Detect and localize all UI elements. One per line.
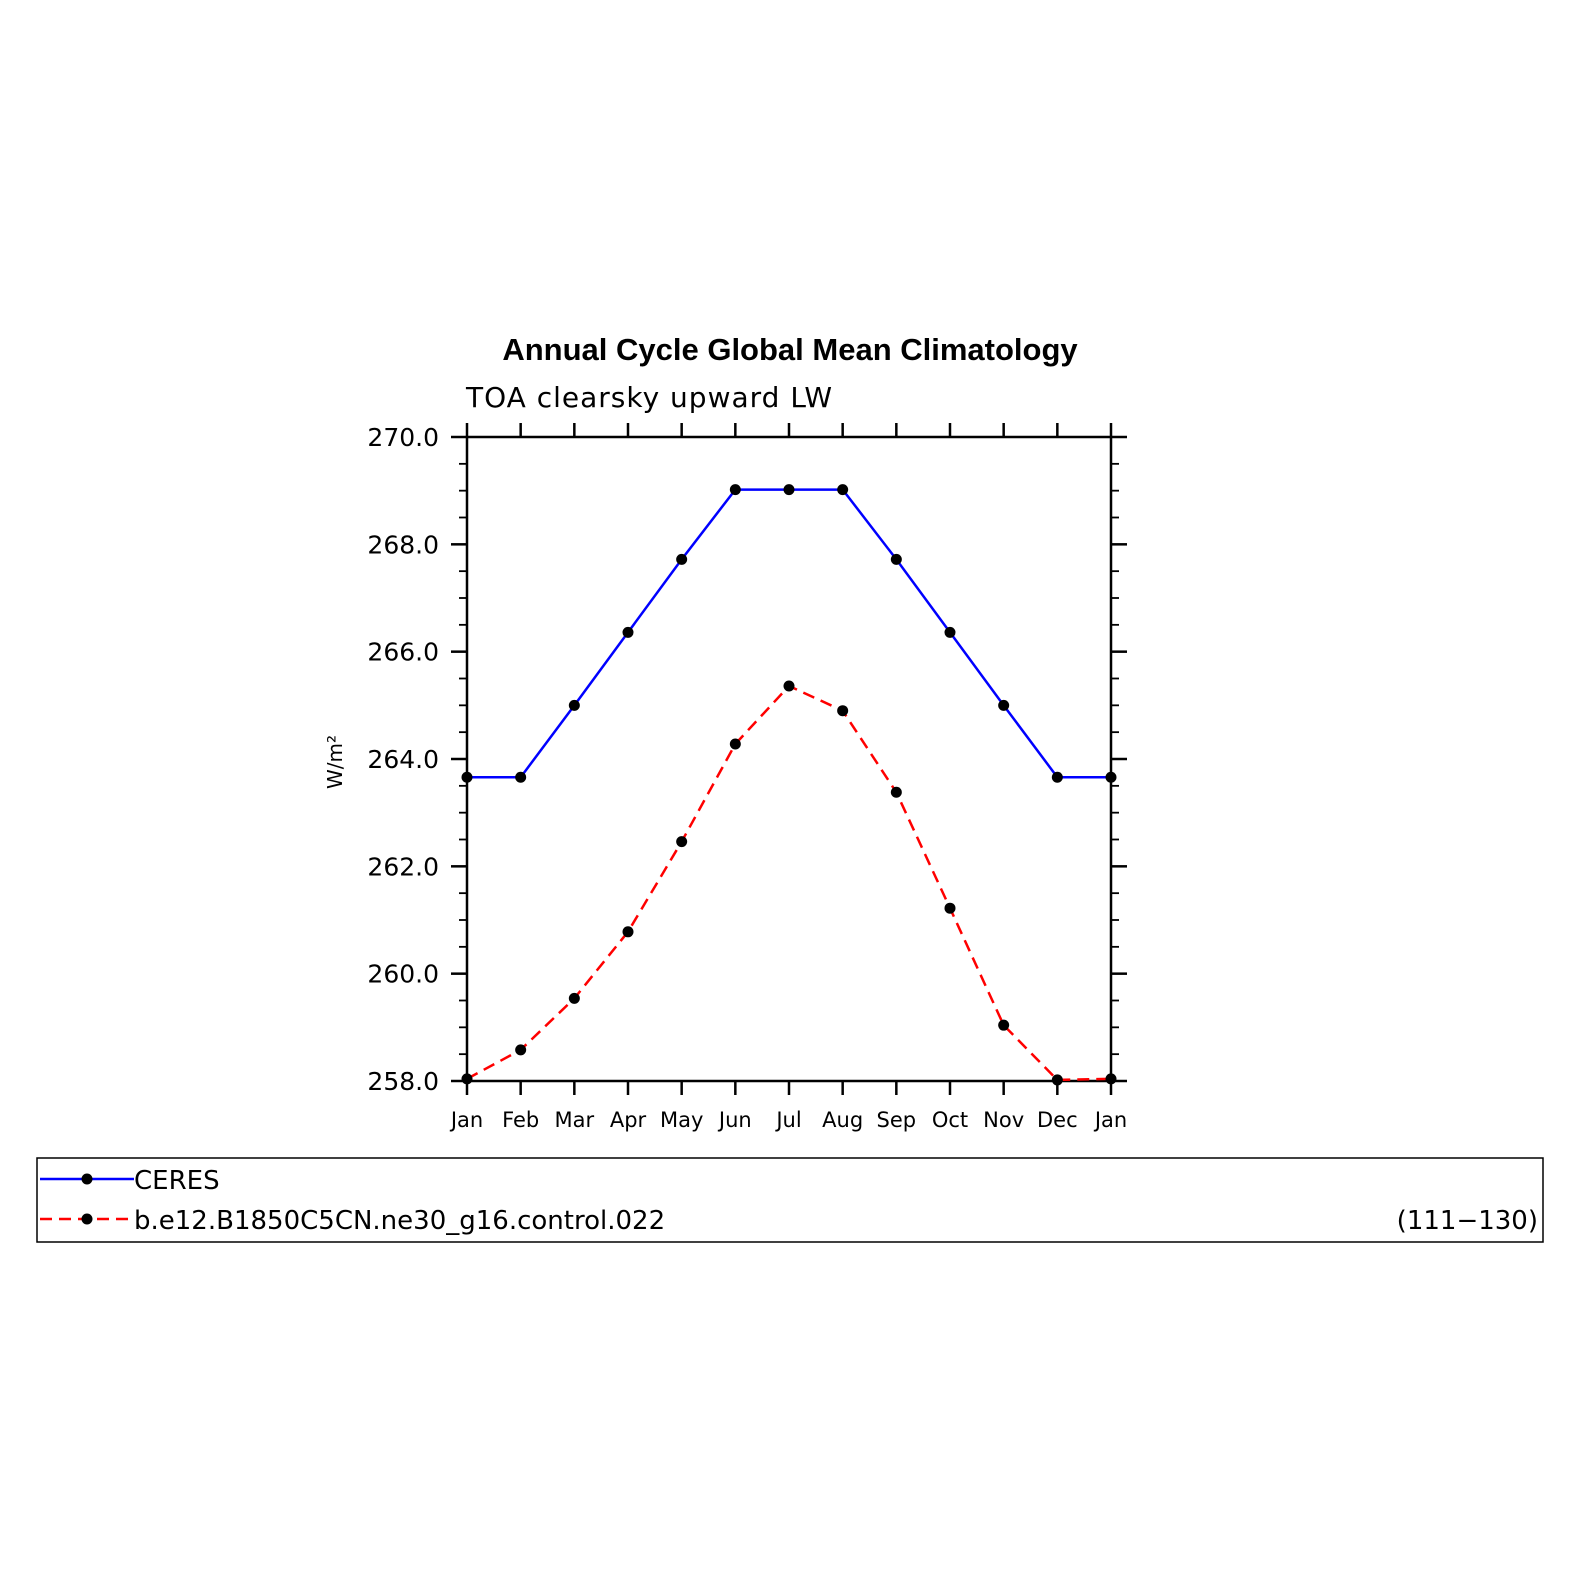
x-tick-label: Jan [1093, 1108, 1127, 1132]
data-point-series0 [622, 626, 634, 638]
data-point-series1 [622, 926, 634, 938]
data-point-series0 [515, 771, 527, 783]
data-point-series0 [890, 553, 902, 565]
data-point-series0 [944, 626, 956, 638]
data-point-series1 [676, 836, 688, 848]
y-tick-label: 260.0 [367, 960, 439, 989]
data-point-series1 [1105, 1073, 1117, 1085]
data-point-series0 [1051, 771, 1063, 783]
legend-label-ceres: CERES [134, 1166, 220, 1196]
data-point-series0 [998, 699, 1010, 711]
y-tick-label: 268.0 [367, 530, 439, 559]
legend-marker-model [81, 1213, 93, 1225]
data-point-series0 [783, 484, 795, 496]
x-tick-label: Dec [1037, 1108, 1078, 1132]
legend-marker-ceres [81, 1173, 93, 1185]
data-point-series1 [729, 738, 741, 750]
y-tick-label: 258.0 [367, 1067, 439, 1096]
x-tick-label: Nov [983, 1108, 1024, 1132]
series-line-0 [467, 488, 1111, 779]
y-tick-labels: 270.0 268.0 266.0 264.0 262.0 260.0 258.0 [367, 423, 439, 1096]
data-point-series0 [568, 699, 580, 711]
x-tick-label: Feb [502, 1108, 539, 1132]
x-tick-label: Sep [877, 1108, 917, 1132]
data-point-series0 [676, 553, 688, 565]
data-point-series0 [461, 771, 473, 783]
legend-box [36, 1157, 1544, 1243]
data-point-series1 [890, 786, 902, 798]
data-point-series0 [729, 484, 741, 496]
x-tick-label: Jan [449, 1108, 483, 1132]
data-point-series0 [1105, 771, 1117, 783]
x-tick-label: Jun [717, 1108, 752, 1132]
x-tick-label: Oct [932, 1108, 968, 1132]
y-axis-label: W/m² [323, 735, 347, 789]
x-tick-label: Aug [822, 1108, 863, 1132]
data-point-series1 [837, 705, 849, 717]
data-point-series1 [944, 902, 956, 914]
data-point-series1 [515, 1044, 527, 1056]
x-tick-label: Jul [774, 1108, 801, 1132]
legend: CERES b.e12.B1850C5CN.ne30_g16.control.0… [40, 1166, 1538, 1236]
data-point-series0 [837, 484, 849, 496]
chart-title: Annual Cycle Global Mean Climatology [502, 332, 1078, 367]
data-point-series1 [461, 1073, 473, 1085]
x-tick-label: May [660, 1108, 703, 1132]
x-tick-labels: Jan Feb Mar Apr May Jun Jul Aug Sep Oct Nov Dec Jan [449, 1108, 1127, 1132]
data-point-series1 [998, 1019, 1010, 1031]
legend-label-model: b.e12.B1850C5CN.ne30_g16.control.022 [134, 1206, 665, 1236]
chart-subtitle: TOA clearsky upward LW [465, 381, 833, 414]
series-line-1 [466, 684, 1112, 1082]
series-lines [461, 484, 1117, 1086]
x-tick-label: Mar [555, 1108, 595, 1132]
data-point-series1 [568, 992, 580, 1004]
data-point-series1 [783, 680, 795, 692]
y-tick-label: 270.0 [367, 423, 439, 452]
data-point-series1 [1051, 1074, 1063, 1086]
axis-ticks [451, 423, 1127, 1095]
y-tick-label: 266.0 [367, 638, 439, 667]
y-tick-label: 264.0 [367, 745, 439, 774]
x-tick-label: Apr [610, 1108, 647, 1132]
plot-frame [465, 435, 1113, 1083]
y-tick-label: 262.0 [367, 852, 439, 881]
legend-year-range: (111−130) [1397, 1206, 1538, 1236]
